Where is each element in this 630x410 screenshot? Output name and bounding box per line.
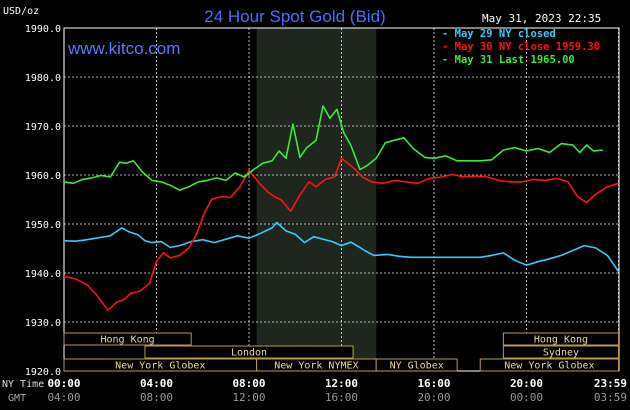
y-tick-label: 1980.0 — [25, 73, 61, 84]
session-bar — [502, 345, 620, 359]
x-tick-ny: 20:00 — [510, 377, 543, 390]
x-tick-gmt: 04:00 — [47, 391, 80, 404]
series-line-may30 — [63, 157, 619, 311]
chart-timestamp: May 31, 2023 22:35 — [482, 12, 601, 25]
y-tick-label: 1990.0 — [25, 24, 61, 35]
legend-entry-may30: - May 30 NY close 1959.30 — [442, 41, 600, 53]
nymex-session-shade — [256, 28, 377, 371]
x-tick-gmt: 12:00 — [232, 391, 265, 404]
grid-lines — [63, 27, 620, 372]
session-bar — [502, 332, 620, 346]
y-tick-label: 1960.0 — [25, 171, 61, 182]
y-axis: 1990.0 1980.0 1970.0 1960.0 1950.0 1940.0 1930… — [25, 24, 61, 378]
x-tick-ny: 16:00 — [417, 377, 450, 390]
session-bar — [144, 345, 354, 359]
session-label: London — [231, 348, 267, 359]
session-bar — [375, 358, 458, 372]
x-axis-ny-row-label: NY Time — [2, 379, 44, 390]
legend-entry-may29: - May 29 NY closed — [442, 28, 556, 40]
session-label: Hong Kong — [101, 335, 155, 346]
y-tick-label: 1930.0 — [25, 318, 61, 329]
session-label: New York Globex — [504, 361, 594, 372]
x-tick-gmt: 03:59 — [594, 391, 627, 404]
session-label: NY Globex — [390, 361, 444, 372]
x-axis: NY TimeGMT00:0004:0004:0008:0008:0012:00… — [2, 377, 627, 404]
chart-legend: - May 29 NY closed- May 30 NY close 1959… — [442, 28, 600, 66]
session-bar — [479, 358, 620, 372]
x-tick-ny: 23:59 — [594, 377, 627, 390]
y-tick-label: 1950.0 — [25, 220, 61, 231]
x-tick-ny: 04:00 — [140, 377, 173, 390]
y-axis-unit-label: USD/oz — [3, 6, 39, 17]
x-tick-gmt: 16:00 — [325, 391, 358, 404]
x-tick-gmt: 20:00 — [417, 391, 450, 404]
x-tick-ny: 12:00 — [325, 377, 358, 390]
session-label: Hong Kong — [534, 335, 588, 346]
series-line-may29 — [63, 221, 620, 272]
legend-entry-may31: - May 31 Last 1965.00 — [442, 54, 575, 66]
x-tick-gmt: 00:00 — [510, 391, 543, 404]
y-tick-label: 1970.0 — [25, 122, 61, 133]
price-series — [63, 105, 620, 311]
x-tick-gmt: 08:00 — [140, 391, 173, 404]
trading-sessions: Hong Kong Hong Kong London Sydney New York G… — [63, 332, 620, 372]
x-tick-ny: 08:00 — [232, 377, 265, 390]
session-label: New York NYMEX — [274, 361, 358, 372]
chart-title: 24 Hour Spot Gold (Bid) — [204, 7, 385, 26]
session-label: Sydney — [543, 348, 579, 359]
y-tick-label: 1920.0 — [25, 367, 61, 378]
kitco-watermark: www.kitco.com — [67, 39, 180, 58]
session-label: New York Globex — [115, 361, 205, 372]
x-tick-ny: 00:00 — [47, 377, 80, 390]
y-tick-label: 1940.0 — [25, 269, 61, 280]
session-bar — [63, 332, 192, 346]
series-line-may31 — [63, 105, 603, 191]
x-axis-gmt-row-label: GMT — [8, 393, 26, 404]
